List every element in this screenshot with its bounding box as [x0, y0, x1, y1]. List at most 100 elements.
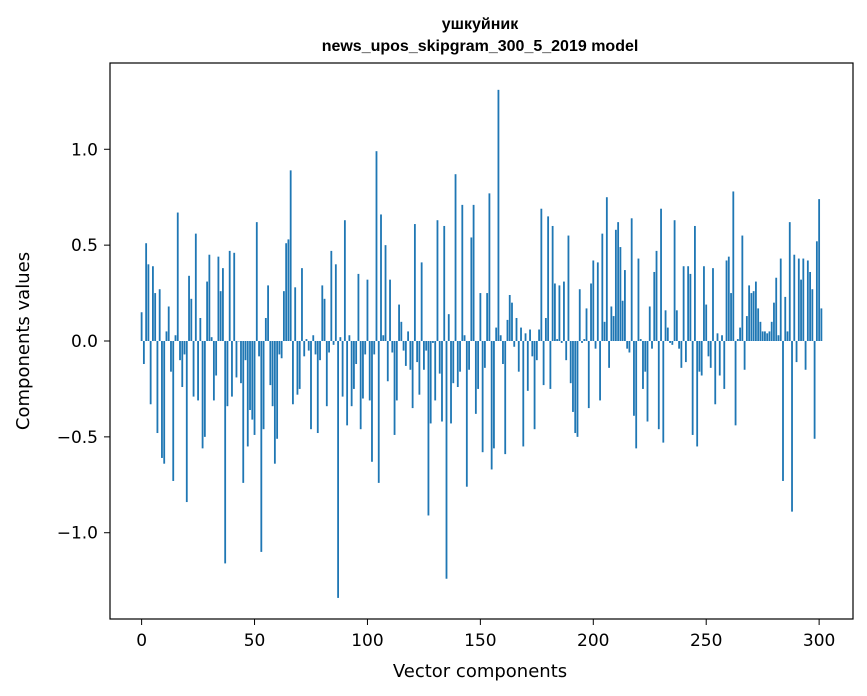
bar-component-237	[675, 310, 678, 341]
bar-component-267	[743, 341, 746, 370]
bar-component-198	[587, 341, 590, 409]
bar-component-230	[660, 208, 662, 341]
bar-component-179	[544, 317, 547, 341]
bar-component-269	[748, 285, 751, 341]
bar-component-138	[452, 341, 455, 384]
bar-component-276	[764, 331, 766, 341]
bars-group	[140, 89, 823, 598]
bar-component-2	[145, 243, 148, 341]
bar-component-196	[583, 339, 586, 341]
bar-component-158	[497, 89, 500, 341]
bar-component-96	[357, 273, 360, 341]
bar-component-218	[633, 341, 635, 416]
bar-component-104	[375, 151, 378, 341]
bar-component-110	[389, 279, 391, 341]
bar-component-20	[185, 341, 188, 503]
bar-component-80	[321, 285, 324, 341]
bar-component-225	[648, 306, 651, 341]
bar-component-46	[244, 341, 247, 361]
bar-component-234	[669, 341, 671, 343]
bar-component-264	[736, 339, 739, 341]
bar-component-255	[716, 333, 719, 341]
bar-component-262	[732, 191, 735, 341]
bar-component-195	[581, 341, 583, 343]
bar-component-286	[786, 331, 789, 341]
bar-component-28	[203, 341, 206, 437]
bar-component-143	[463, 335, 466, 341]
bar-component-111	[391, 341, 394, 353]
bar-component-202	[596, 262, 599, 341]
x-axis-label: Vector components	[393, 661, 567, 682]
bar-component-154	[488, 193, 491, 341]
bar-component-157	[495, 327, 498, 341]
bar-component-125	[423, 341, 425, 370]
bar-component-141	[459, 341, 461, 372]
bar-component-186	[560, 341, 563, 343]
bar-component-178	[542, 341, 545, 386]
bar-component-119	[409, 341, 412, 370]
bar-component-297	[811, 289, 814, 341]
bar-component-172	[529, 329, 531, 341]
bar-component-67	[292, 341, 294, 405]
bar-component-272	[754, 281, 757, 341]
bar-component-132	[438, 341, 441, 374]
bar-component-235	[671, 341, 674, 345]
bar-component-175	[535, 341, 538, 361]
bar-component-98	[362, 341, 364, 399]
bar-component-133	[441, 341, 443, 422]
bar-component-163	[508, 294, 511, 341]
bar-component-142	[461, 204, 464, 341]
bar-component-176	[538, 329, 540, 341]
bar-component-174	[533, 341, 536, 430]
bar-component-191	[572, 341, 574, 412]
bar-component-105	[377, 341, 380, 483]
bar-component-60	[276, 341, 279, 439]
bar-component-85	[332, 341, 335, 345]
bar-component-167	[517, 341, 520, 372]
y-axis-label: Components values	[13, 252, 34, 430]
bar-component-29	[206, 281, 209, 341]
bar-component-5	[152, 266, 154, 341]
bar-component-208	[610, 306, 613, 341]
bar-component-222	[642, 341, 644, 389]
bar-component-185	[558, 285, 561, 341]
bar-component-227	[653, 271, 656, 341]
bar-component-35	[219, 291, 222, 341]
bar-component-45	[242, 341, 245, 483]
bar-component-140	[456, 341, 459, 388]
bar-component-146	[470, 237, 473, 341]
bar-component-94	[353, 341, 355, 389]
bar-component-183	[553, 283, 556, 341]
bar-component-118	[407, 331, 410, 341]
bar-component-66	[289, 170, 292, 341]
bar-component-152	[483, 341, 486, 368]
bar-component-51	[255, 222, 258, 341]
bar-component-101	[368, 341, 371, 401]
bar-component-274	[759, 321, 762, 341]
bar-component-32	[212, 341, 215, 401]
bar-component-153	[486, 293, 489, 341]
bar-component-31	[210, 337, 213, 341]
bar-component-114	[398, 304, 400, 341]
y-tick-label: 0.5	[71, 236, 98, 256]
bar-component-79	[319, 341, 321, 361]
bar-component-206	[605, 197, 608, 341]
bar-component-212	[619, 247, 622, 341]
bar-component-84	[330, 250, 333, 341]
bar-component-86	[334, 264, 337, 341]
chart-title-line-2: news_upos_skipgram_300_5_2019 model	[322, 38, 639, 55]
bar-component-280	[773, 302, 775, 341]
bar-component-168	[520, 327, 522, 341]
bar-component-74	[307, 341, 310, 351]
bar-component-271	[752, 291, 755, 341]
bar-component-39	[228, 250, 231, 341]
bar-component-123	[418, 341, 421, 395]
bar-component-120	[411, 341, 414, 409]
bar-component-298	[813, 341, 816, 439]
bar-component-9	[161, 341, 163, 458]
bar-component-248	[700, 341, 703, 376]
bar-component-72	[303, 341, 306, 357]
bar-component-42	[235, 341, 238, 378]
bar-component-131	[436, 220, 439, 341]
x-tick-label: 200	[577, 631, 609, 651]
